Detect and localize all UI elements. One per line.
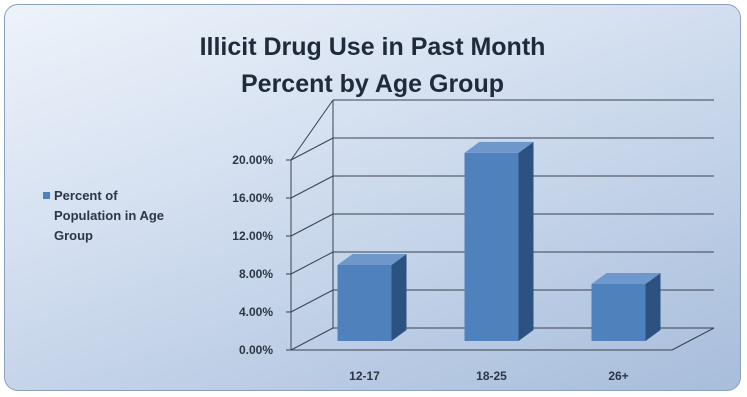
x-category-label: 26+	[608, 369, 628, 383]
side-wall-gridline	[290, 213, 334, 237]
bar-front	[464, 152, 519, 341]
chart-title: Illicit Drug Use in Past Month Percent b…	[5, 29, 740, 103]
side-wall-gridline	[290, 327, 334, 351]
bar-side	[645, 273, 661, 341]
x-category-label: 18-25	[476, 369, 507, 383]
chart-title-line-2: Percent by Age Group	[240, 70, 504, 98]
side-wall-gridline	[290, 251, 334, 275]
bar-top	[464, 141, 534, 153]
side-wall-gridline	[290, 289, 334, 313]
bar-side	[391, 254, 407, 341]
bar-front	[591, 284, 646, 341]
bar-top	[337, 254, 407, 265]
y-tick-label: 20.00%	[232, 153, 273, 167]
legend-swatch	[43, 192, 50, 199]
bar-side	[518, 141, 534, 341]
y-tick-label: 12.00%	[232, 229, 273, 243]
floor-right-edge	[671, 327, 715, 351]
y-tick-label: 4.00%	[239, 305, 273, 319]
chart-title-line-1: Illicit Drug Use in Past Month	[199, 33, 546, 61]
x-category-label: 12-17	[349, 369, 380, 383]
legend: Percent of Population in Age Group	[43, 186, 173, 246]
side-wall-gridline	[290, 175, 334, 199]
side-wall-gridline	[290, 137, 334, 161]
y-tick-label: 16.00%	[232, 191, 273, 205]
bar-top	[591, 273, 661, 284]
bar-front	[337, 265, 392, 341]
y-tick-label: 8.00%	[239, 267, 273, 281]
side-wall-top-edge	[290, 99, 334, 161]
y-tick-label: 0.00%	[239, 343, 273, 357]
legend-label: Percent of Population in Age Group	[54, 188, 165, 243]
